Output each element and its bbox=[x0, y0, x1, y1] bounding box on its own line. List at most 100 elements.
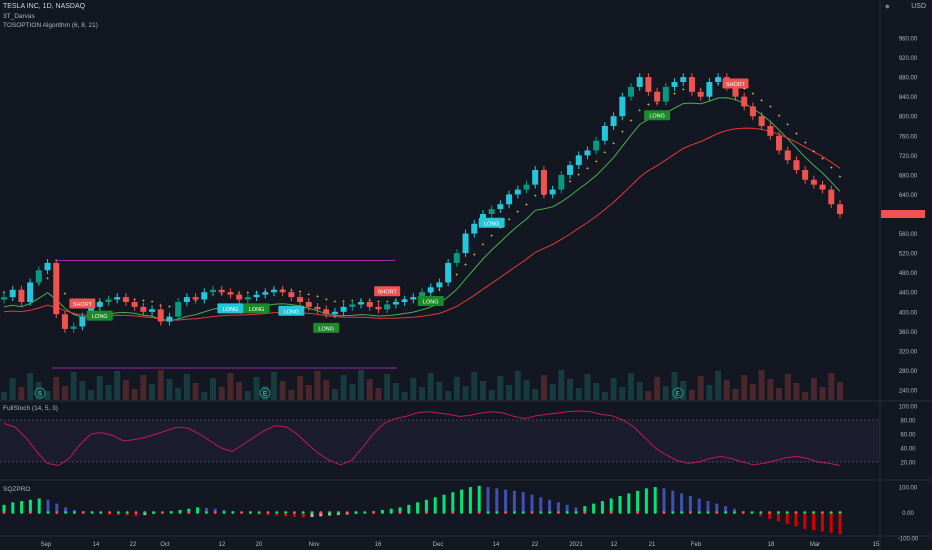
time-tick-label: 20 bbox=[256, 542, 263, 548]
volume-bar bbox=[662, 386, 669, 400]
indicator-tosoption-label[interactable]: TOSOPTION Algorithm (6, 8, 21) bbox=[3, 22, 98, 29]
trail-marker: + bbox=[769, 105, 772, 111]
sqz-dot bbox=[381, 511, 384, 514]
volume-bar bbox=[9, 378, 16, 400]
candle-body bbox=[567, 165, 574, 175]
sqz-dot bbox=[275, 511, 279, 514]
sqz-bar bbox=[583, 506, 587, 513]
stoch-tick-label: 80.00 bbox=[900, 419, 916, 425]
stoch-pane-label[interactable]: FullStoch (14, 5, 3) bbox=[3, 405, 58, 412]
volume-bar bbox=[392, 383, 399, 400]
symbol-title: TESLA INC, 1D, NASDAQ bbox=[3, 3, 86, 10]
signal-badge bbox=[243, 303, 270, 314]
event-marker bbox=[672, 387, 684, 399]
sqz-bar bbox=[592, 503, 596, 513]
candle-body bbox=[619, 96, 626, 117]
sqz-bar bbox=[37, 498, 41, 513]
trail-marker: + bbox=[377, 299, 380, 305]
volume-bar bbox=[767, 379, 774, 400]
price-tick-label: 800.00 bbox=[899, 115, 918, 121]
trail-marker: + bbox=[46, 276, 49, 282]
sqz-dot bbox=[715, 511, 719, 514]
volume-bar bbox=[575, 388, 582, 400]
candle-body bbox=[253, 294, 260, 298]
sqz-bar bbox=[539, 497, 543, 513]
sqz-bar bbox=[11, 502, 15, 513]
volume-bar bbox=[183, 374, 190, 400]
sqz-dot bbox=[187, 511, 191, 514]
volume-bar bbox=[645, 391, 652, 400]
sqz-bar bbox=[451, 492, 455, 513]
event-marker bbox=[34, 387, 46, 399]
trail-marker: + bbox=[151, 299, 154, 305]
volume-bar bbox=[601, 392, 608, 400]
volume-bar bbox=[331, 389, 338, 400]
sqz-dot bbox=[257, 511, 261, 514]
candle-body bbox=[523, 184, 530, 190]
price-tick-label: 520.00 bbox=[899, 252, 918, 258]
trail-marker: + bbox=[638, 108, 641, 114]
sqz-dot bbox=[29, 511, 32, 514]
sqz-dot bbox=[794, 511, 798, 514]
time-tick-label: 22 bbox=[532, 542, 539, 548]
trail-marker: + bbox=[534, 194, 537, 200]
signal-badge bbox=[417, 296, 444, 306]
candle-body bbox=[331, 311, 338, 315]
trail-marker: + bbox=[342, 299, 345, 305]
stoch-band bbox=[0, 420, 880, 462]
candle-body bbox=[262, 292, 269, 295]
volume-bar bbox=[201, 392, 208, 400]
sqz-dot bbox=[425, 511, 428, 514]
trail-marker: + bbox=[63, 292, 66, 298]
trail-marker: + bbox=[473, 252, 476, 258]
sqz-dot bbox=[539, 511, 543, 514]
candle-body bbox=[558, 174, 565, 190]
volume-bar bbox=[218, 387, 225, 400]
candle-body bbox=[210, 289, 216, 293]
time-tick-label: 16 bbox=[375, 542, 382, 548]
sqz-bar bbox=[609, 498, 613, 513]
volume-bar bbox=[758, 370, 765, 400]
price-tick-label: 400.00 bbox=[899, 310, 918, 316]
volume-bar bbox=[349, 384, 356, 400]
volume-bar bbox=[610, 378, 617, 400]
sqz-bar bbox=[768, 512, 772, 519]
trail-marker: + bbox=[577, 172, 580, 178]
sqz-bar bbox=[416, 502, 420, 513]
volume-bar bbox=[340, 375, 347, 400]
candle-body bbox=[349, 304, 356, 307]
sqz-bar bbox=[284, 512, 288, 517]
sqz-dot bbox=[495, 511, 499, 514]
candle-body bbox=[149, 309, 156, 312]
sqz-bar bbox=[644, 488, 648, 513]
candle-body bbox=[297, 297, 304, 302]
candle-body bbox=[697, 91, 704, 97]
trail-marker: + bbox=[142, 299, 145, 305]
sqz-dot bbox=[205, 511, 208, 514]
sqz-bar bbox=[715, 503, 719, 513]
lock-icon[interactable]: ● bbox=[884, 1, 890, 11]
trail-marker: + bbox=[603, 150, 606, 156]
sqz-dot bbox=[81, 511, 85, 514]
candle-body bbox=[819, 184, 826, 190]
stoch-tick-label: 60.00 bbox=[900, 433, 916, 439]
sqz-dot bbox=[521, 511, 525, 514]
sqz-dot bbox=[398, 511, 402, 514]
volume-bar bbox=[288, 390, 295, 400]
indicator-darvas-label[interactable]: 3T_Darvas bbox=[3, 13, 35, 20]
sqz-bar bbox=[64, 507, 68, 513]
time-tick-label: Mar bbox=[810, 542, 820, 548]
sqz-dot bbox=[486, 511, 490, 514]
sqz-dot bbox=[513, 511, 516, 514]
volume-bar bbox=[270, 372, 277, 400]
stoch-tick-label: 20.00 bbox=[900, 461, 916, 467]
sqz-pane-label[interactable]: SQZPRO bbox=[3, 486, 31, 493]
time-tick-label: 2021 bbox=[569, 542, 583, 548]
candle-body bbox=[506, 194, 513, 205]
price-tick-label: 680.00 bbox=[899, 173, 918, 179]
volume-bar bbox=[122, 380, 129, 400]
last-price-flag bbox=[881, 210, 925, 218]
sqz-dot bbox=[601, 511, 604, 514]
volume-bar bbox=[227, 373, 234, 400]
volume-bar bbox=[410, 378, 417, 400]
